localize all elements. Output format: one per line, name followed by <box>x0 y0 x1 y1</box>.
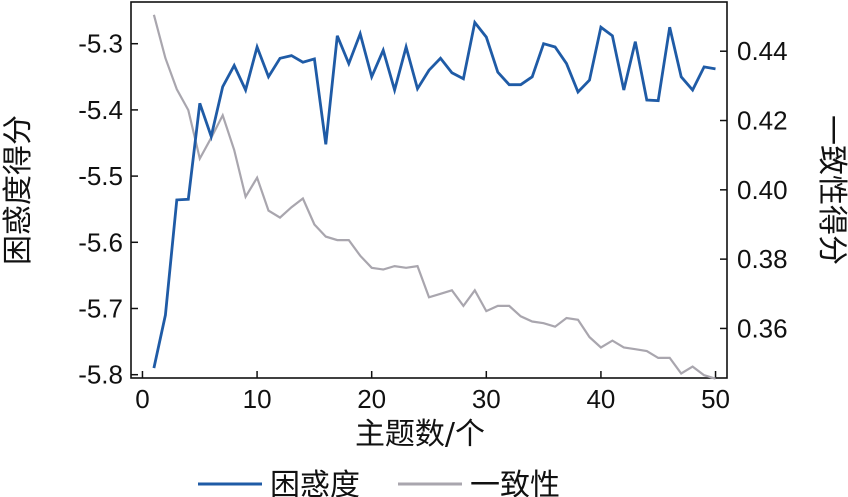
y-right-tick-label: 0.36 <box>737 313 788 343</box>
x-tick-label: 30 <box>472 384 501 414</box>
x-tick-label: 40 <box>586 384 615 414</box>
x-tick-label: 50 <box>701 384 730 414</box>
y-left-tick-label: -5.7 <box>78 293 123 323</box>
legend-label-perplexity: 困惑度 <box>270 468 360 497</box>
x-tick-label: 10 <box>243 384 272 414</box>
series-line-perplexity <box>152 19 716 369</box>
y-right-tick-label: 0.38 <box>737 244 788 274</box>
x-axis: 0 10 20 30 40 50 <box>135 371 730 414</box>
y-left-tick-label: -5.5 <box>78 161 123 191</box>
x-tick-label: 0 <box>135 384 149 414</box>
y-left-tick-label: -5.4 <box>78 95 123 125</box>
y-left-tick-label: -5.3 <box>78 29 123 59</box>
y-right-tick-label: 0.40 <box>737 175 788 205</box>
legend: 困惑度 一致性 <box>198 468 560 497</box>
y-axis-left: -5.3 -5.4 -5.5 -5.6 -5.7 -5.8 <box>78 29 138 390</box>
y-axis-left-title: 困惑度得分 <box>1 115 36 265</box>
y-axis-right-title: 一致性得分 <box>814 115 848 265</box>
x-axis-title: 主题数/个 <box>355 417 485 452</box>
series-layer <box>152 14 716 380</box>
y-axis-right: 0.44 0.42 0.40 0.38 0.36 <box>720 36 788 343</box>
y-left-tick-label: -5.8 <box>78 360 123 390</box>
y-right-tick-label: 0.42 <box>737 106 788 136</box>
y-left-tick-label: -5.6 <box>78 227 123 257</box>
legend-label-coherence: 一致性 <box>470 468 560 497</box>
x-tick-label: 20 <box>357 384 386 414</box>
series-line-coherence <box>152 14 716 380</box>
y-right-tick-label: 0.44 <box>737 36 788 66</box>
